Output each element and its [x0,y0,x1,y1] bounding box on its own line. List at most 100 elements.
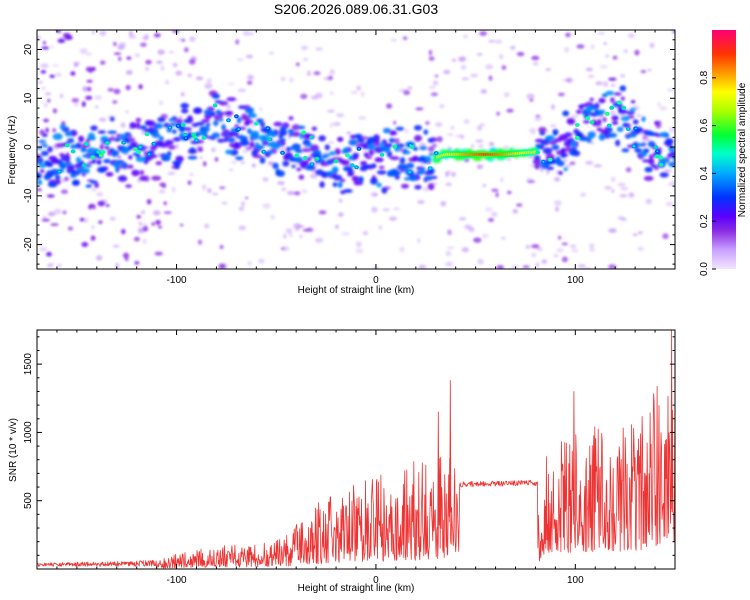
heatmap-cell [226,97,237,102]
heatmap-cell [145,59,152,65]
heatmap-cell [267,150,273,155]
heatmap-cell [97,130,106,134]
heatmap-cell [103,158,111,164]
heatmap-cell [287,129,295,134]
heatmap-cell [560,152,566,159]
heatmap-cell [195,76,204,81]
heatmap-cell [338,212,344,217]
heatmap-cell [151,175,162,181]
heatmap-cell [624,135,631,139]
heatmap-cell [637,246,644,251]
heatmap-cell [306,156,313,162]
heatmap-cell [570,244,577,249]
heatmap-cell [110,150,119,157]
heatmap-cell [580,192,586,197]
heatmap-cell [354,133,363,139]
heatmap-cell [73,63,79,68]
heatmap-cell [388,138,396,143]
heatmap-cell [535,262,540,268]
heatmap-cell [181,108,189,114]
heatmap-cell [212,192,219,196]
heatmap-cell [637,231,643,235]
heatmap-cell [126,56,132,60]
heatmap-cell [86,79,93,83]
heatmap-cell [605,90,615,96]
colorbar-tick-label: 0.2 [699,214,710,228]
heatmap-cell [300,93,308,99]
heatmap-cell [157,49,165,55]
heatmap-cell [542,160,545,163]
heatmap-cell [228,168,234,172]
heatmap-cell [659,156,663,159]
heatmap-cell [142,238,147,244]
heatmap-cell [43,118,49,123]
heatmap-cell [516,203,523,207]
heatmap-cell [276,170,285,177]
heatmap-cell [289,77,294,83]
heatmap-cell [561,242,569,246]
heatmap-cell [295,154,298,157]
heatmap-cell [117,155,122,159]
heatmap-cell [217,138,225,143]
heatmap-cell [213,120,219,127]
heatmap-cell [420,162,424,166]
heatmap-cell [668,161,675,168]
heatmap-cell [665,139,674,145]
heatmap-cell [181,38,185,42]
colorbar: 0.0 0.2 0.4 0.6 0.8 Normalized spectral ampl… [699,30,748,276]
heatmap-cell [598,97,606,104]
heatmap-cell [52,128,56,133]
heatmap-cell [667,88,675,92]
heatmap-cell [464,224,472,230]
heatmap-cell [632,145,635,148]
heatmap-cell [97,151,100,153]
heatmap-cell [534,117,542,122]
heatmap-cell [119,133,126,140]
heatmap-cell [46,194,55,198]
heatmap-cell [594,108,600,115]
heatmap-cell [280,138,286,142]
heatmap-cell [549,158,552,161]
heatmap-cell [130,138,136,142]
heatmap-cell [545,135,555,142]
heatmap-cell [387,171,392,177]
heatmap-cell [37,80,43,84]
heatmap-cell [368,149,375,156]
heatmap-cell [403,90,411,96]
heatmap-cell [328,75,333,81]
heatmap-cell [618,107,623,114]
heatmap-cell [90,125,98,131]
heatmap-cell [112,100,118,104]
heatmap-cell [628,192,635,198]
heatmap-cell [288,133,294,137]
heatmap-cell [86,147,96,155]
heatmap-cell [552,129,559,135]
heatmap-cell [206,78,212,84]
heatmap-cell [622,107,625,109]
heatmap-cell [175,155,184,163]
heatmap-cell [343,166,353,172]
heatmap-cell [102,151,105,153]
heatmap-cell [122,162,128,170]
heatmap-cell [568,119,574,124]
spectrogram-x-tick-label: 0 [373,275,379,286]
heatmap-cell [277,181,285,186]
heatmap-cell [645,198,652,205]
heatmap-cell [641,116,646,122]
heatmap-cell [356,85,361,91]
heatmap-cell [51,158,59,162]
heatmap-cell [659,132,670,138]
heatmap-cell [105,204,110,207]
heatmap-cell [168,144,176,150]
heatmap-cell [485,64,494,70]
heatmap-cell [592,122,602,127]
heatmap-cell [342,147,349,154]
spectrogram-x-tick-label: 100 [567,275,584,286]
heatmap-cell [615,139,621,147]
heatmap-cell [587,131,596,139]
spectrogram-y-tick-label: -20 [23,237,34,252]
heatmap-cell [506,108,514,113]
heatmap-cell [643,130,654,136]
heatmap-cell [100,60,106,65]
